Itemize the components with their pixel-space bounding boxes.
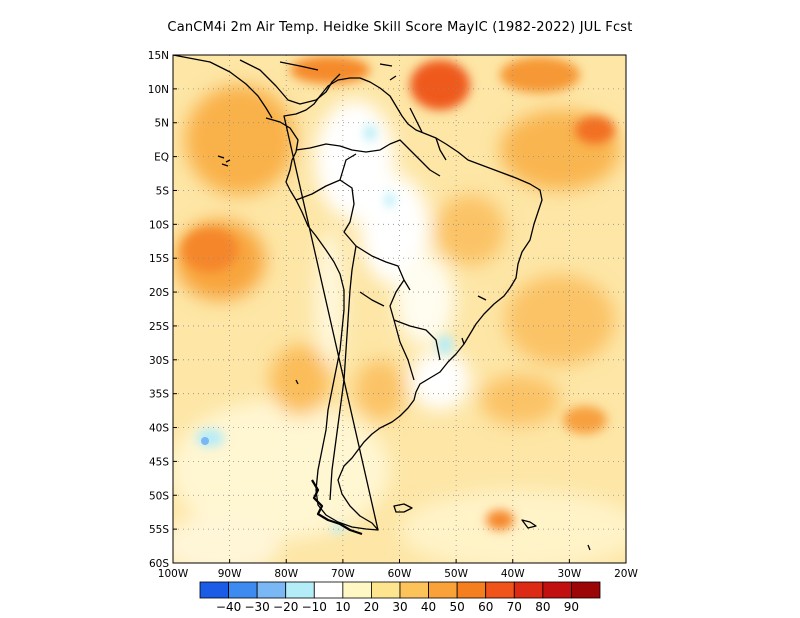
latitude-tick-label: 45S <box>149 456 169 468</box>
colorbar-swatch <box>485 581 515 599</box>
latitude-tick-label: 20S <box>149 287 169 299</box>
latitude-tick-label: 15N <box>148 50 169 62</box>
longitude-tick-label: 20W <box>614 568 638 580</box>
longitude-tick-label: 90W <box>218 568 242 580</box>
colorbar-label: 50 <box>450 600 465 614</box>
latitude-tick-label: 50S <box>149 490 169 502</box>
latitude-tick-label: 5S <box>156 185 170 197</box>
colorbar-label: 80 <box>535 600 550 614</box>
colorbar-label: 10 <box>335 600 350 614</box>
colorbar-label: −30 <box>244 600 269 614</box>
latitude-tick-label: 10N <box>148 84 169 96</box>
longitude-tick-label: 40W <box>501 568 525 580</box>
longitude-tick-label: 50W <box>444 568 468 580</box>
colorbar-label: 90 <box>564 600 579 614</box>
skill-field <box>173 55 626 563</box>
longitude-labels: 100W 90W 80W 70W 60W 50W 40W 30W 20W <box>158 559 638 580</box>
negative-skill-spot <box>201 437 209 445</box>
colorbar-label: 60 <box>478 600 493 614</box>
latitude-tick-label: 35S <box>149 389 169 401</box>
longitude-tick-label: 100W <box>158 568 189 580</box>
latitude-tick-label: 60S <box>149 558 169 570</box>
colorbar-swatch <box>342 581 372 599</box>
latitude-tick-label: 40S <box>149 423 169 435</box>
colorbar-swatch <box>285 581 315 599</box>
latitude-tick-label: 55S <box>149 524 169 536</box>
colorbar-label: 40 <box>421 600 436 614</box>
colorbar-label: −40 <box>216 600 241 614</box>
colorbar-label: −10 <box>302 600 327 614</box>
coastlines <box>173 55 591 551</box>
longitude-tick-label: 70W <box>331 568 355 580</box>
colorbar-swatch <box>428 581 458 599</box>
colorbar-swatch <box>513 581 544 599</box>
map-title: CanCM4i 2m Air Temp. Heidke Skill Score … <box>167 20 633 35</box>
colorbar-label: 30 <box>392 600 407 614</box>
latitude-tick-label: 30S <box>149 355 169 367</box>
colorbar-swatch <box>313 581 344 599</box>
latitude-tick-label: 15S <box>149 253 169 265</box>
latitude-tick-label: 10S <box>149 219 169 231</box>
colorbar-swatch <box>571 581 601 599</box>
colorbar: −40 −30 −20 −10 10 20 30 40 50 60 70 80 90 <box>199 581 601 614</box>
latitude-labels: 15N 10N 5N EQ 5S 10S 15S 20S 25S 30S 35S 40S 45S 50S 5… <box>148 50 177 570</box>
colorbar-swatch <box>542 581 572 599</box>
latitude-tick-label: EQ <box>154 152 169 164</box>
colorbar-swatch <box>371 581 401 599</box>
colorbar-swatch <box>399 581 429 599</box>
graticule <box>173 55 626 563</box>
colorbar-swatch <box>228 581 258 599</box>
latitude-tick-label: 5N <box>154 118 169 130</box>
colorbar-label: 70 <box>507 600 522 614</box>
longitude-tick-label: 60W <box>388 568 412 580</box>
latitude-tick-label: 25S <box>149 321 169 333</box>
colorbar-swatch <box>199 581 229 599</box>
colorbar-label: 20 <box>364 600 379 614</box>
colorbar-swatch <box>256 581 287 599</box>
longitude-tick-label: 80W <box>274 568 298 580</box>
longitude-tick-label: 30W <box>558 568 582 580</box>
colorbar-swatch <box>456 581 487 599</box>
colorbar-label: −20 <box>273 600 298 614</box>
